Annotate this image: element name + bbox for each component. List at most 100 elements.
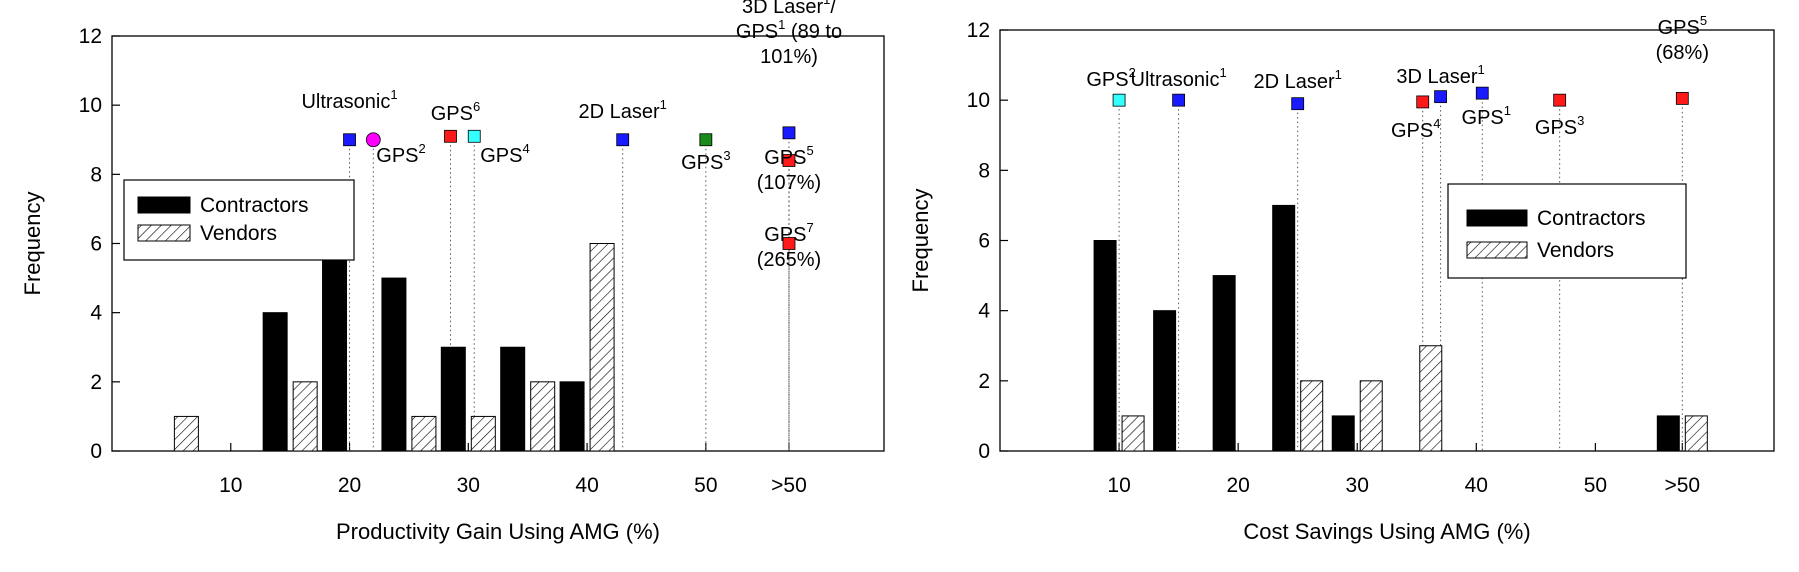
annotation-superscript: 1 bbox=[823, 0, 830, 7]
y-tick-label: 8 bbox=[90, 163, 102, 186]
annotation-marker bbox=[782, 126, 796, 140]
legend-label: Vendors bbox=[1537, 239, 1614, 262]
y-tick-label: 4 bbox=[978, 300, 990, 323]
annotation-label: Ultrasonic1 bbox=[1131, 65, 1227, 91]
y-tick-label: 10 bbox=[79, 94, 102, 117]
annotation-label: GPS4 bbox=[480, 141, 529, 167]
annotation-label: 3D Laser1/ bbox=[742, 0, 836, 18]
annotation-superscript: 1 bbox=[1504, 103, 1511, 118]
annotation-text: GPS bbox=[681, 152, 723, 174]
legend-swatch-vendors bbox=[1466, 241, 1528, 259]
annotation-label: (107%) bbox=[757, 172, 821, 194]
legend-label: Contractors bbox=[200, 194, 309, 217]
legend-box bbox=[1447, 183, 1687, 279]
annotation-superscript: 1 bbox=[778, 17, 785, 32]
annotation-label: GPS1 bbox=[1462, 103, 1511, 129]
annotation-label: (265%) bbox=[757, 249, 821, 271]
annotation-label: GPS5 bbox=[764, 143, 813, 169]
annotation-marker bbox=[782, 237, 796, 250]
x-axis-label: Productivity Gain Using AMG (%) bbox=[336, 519, 660, 544]
vendors-bar-35 bbox=[1419, 345, 1443, 452]
y-tick-label: 2 bbox=[978, 370, 990, 393]
y-tick-label: 12 bbox=[79, 25, 102, 48]
annotation-marker bbox=[1475, 86, 1489, 100]
y-axis-label: Frequency bbox=[20, 192, 45, 296]
vendors-bar-30 bbox=[470, 415, 496, 452]
contractors-bar-30 bbox=[1331, 415, 1355, 452]
y-tick-label: 8 bbox=[978, 159, 990, 182]
y-axis-label: Frequency bbox=[908, 189, 933, 293]
annotation-text: GPS bbox=[1535, 117, 1577, 139]
x-tick-label: 30 bbox=[457, 474, 480, 497]
annotation-superscript: 6 bbox=[473, 99, 480, 114]
x-tick-label: 10 bbox=[1107, 474, 1130, 497]
vendors-bar-40 bbox=[589, 243, 615, 452]
annotation-label: GPS1 (89 to bbox=[736, 17, 842, 43]
contractors-bar-20 bbox=[1212, 275, 1236, 452]
x-tick-label: 40 bbox=[575, 474, 598, 497]
vendors-bar-25 bbox=[1300, 380, 1324, 452]
contractors-bar-gt50 bbox=[1656, 415, 1680, 452]
annotation-superscript: 7 bbox=[806, 220, 813, 235]
x-tick-label: >50 bbox=[1664, 474, 1700, 497]
x-tick-label: 20 bbox=[338, 474, 361, 497]
annotation-text: (265%) bbox=[757, 249, 821, 271]
annotation-text-rest: (89 to bbox=[785, 21, 842, 43]
legend-label: Vendors bbox=[200, 222, 277, 245]
annotation-marker bbox=[1675, 92, 1689, 105]
annotation-marker bbox=[616, 133, 630, 147]
annotation-text: GPS bbox=[1086, 69, 1128, 91]
y-tick-label: 2 bbox=[90, 371, 102, 394]
x-tick-label: 50 bbox=[1584, 474, 1607, 497]
annotation-superscript: 4 bbox=[1433, 116, 1440, 131]
contractors-bar-25 bbox=[381, 277, 407, 452]
vendors-bar-30 bbox=[1359, 380, 1383, 452]
annotation-text: 2D Laser bbox=[1253, 71, 1334, 93]
annotation-marker bbox=[782, 154, 796, 167]
annotation-text: GPS bbox=[764, 224, 806, 246]
annotation-marker bbox=[1172, 93, 1186, 107]
annotation-text: GPS bbox=[1462, 107, 1504, 129]
annotation-marker bbox=[365, 132, 381, 148]
annotation-text: GPS bbox=[736, 21, 778, 43]
legend-box bbox=[123, 179, 355, 261]
annotation-text: (107%) bbox=[757, 172, 821, 194]
annotation-marker bbox=[1434, 90, 1447, 104]
contractors-bar-15 bbox=[1153, 310, 1177, 452]
annotation-superscript: 1 bbox=[1335, 67, 1342, 82]
vendors-bar-25 bbox=[411, 415, 437, 452]
x-tick-label: 50 bbox=[694, 474, 717, 497]
annotation-label: 2D Laser1 bbox=[579, 97, 667, 123]
annotation-text: Ultrasonic bbox=[301, 91, 390, 113]
annotation-text: Ultrasonic bbox=[1131, 69, 1220, 91]
x-axis-label: Cost Savings Using AMG (%) bbox=[1243, 519, 1530, 544]
contractors-bar-10 bbox=[1093, 240, 1117, 452]
annotation-superscript: 1 bbox=[1478, 62, 1485, 77]
annotation-superscript: 1 bbox=[1219, 65, 1226, 80]
annotation-superscript: 3 bbox=[1577, 113, 1584, 128]
contractors-bar-15 bbox=[262, 312, 288, 452]
annotation-superscript: 5 bbox=[806, 143, 813, 158]
annotation-label: GPS5 bbox=[1658, 13, 1707, 39]
contractors-bar-40 bbox=[559, 381, 585, 452]
annotation-superscript: 1 bbox=[660, 97, 667, 112]
annotation-marker bbox=[467, 129, 481, 143]
annotation-text: 2D Laser bbox=[579, 101, 660, 123]
annotation-label: (68%) bbox=[1656, 42, 1709, 64]
y-tick-label: 6 bbox=[978, 230, 990, 253]
annotation-label: 101%) bbox=[760, 46, 818, 68]
annotation-text-rest: / bbox=[830, 0, 836, 18]
annotation-text: GPS bbox=[480, 145, 522, 167]
annotation-text: GPS bbox=[376, 145, 418, 167]
vendors-bar-5 bbox=[173, 415, 199, 452]
legend-swatch-contractors bbox=[137, 196, 191, 214]
annotation-marker bbox=[1416, 95, 1430, 109]
annotation-label: Ultrasonic1 bbox=[301, 87, 397, 113]
legend-label: Contractors bbox=[1537, 207, 1646, 230]
annotation-label: GPS4 bbox=[1391, 116, 1440, 142]
annotation-marker bbox=[343, 133, 356, 147]
legend-swatch-contractors bbox=[1466, 209, 1528, 227]
x-tick-label: 30 bbox=[1346, 474, 1369, 497]
